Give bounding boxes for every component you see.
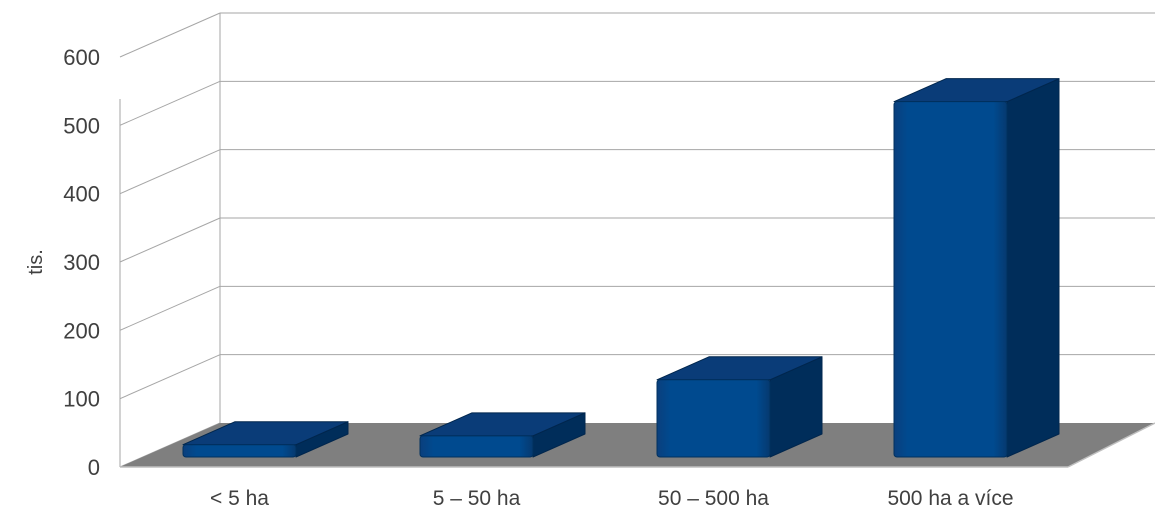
y-axis-label: tis. bbox=[25, 249, 47, 275]
side-gridline bbox=[119, 285, 221, 331]
x-tick-label: < 5 ha bbox=[210, 487, 269, 510]
bar bbox=[656, 356, 823, 458]
y-tick-label: 500 bbox=[63, 113, 100, 138]
x-tick-label: 500 ha a více bbox=[887, 487, 1013, 510]
floor-right-edge bbox=[1067, 422, 1155, 468]
bar-side bbox=[1006, 78, 1060, 458]
side-gridline bbox=[119, 217, 221, 263]
y-tick-label: 400 bbox=[63, 182, 100, 207]
x-tick-label: 5 – 50 ha bbox=[433, 487, 521, 510]
bars bbox=[182, 78, 1060, 458]
bar bbox=[182, 421, 349, 458]
y-tick-label: 200 bbox=[63, 318, 100, 343]
y-tick-label: 100 bbox=[63, 387, 100, 412]
bar-front bbox=[893, 101, 1008, 458]
side-gridline bbox=[119, 149, 221, 195]
bar bbox=[419, 412, 586, 458]
x-tick-labels: < 5 ha 5 – 50 ha 50 – 500 ha 500 ha a více bbox=[210, 487, 1014, 510]
y-tick-label: 300 bbox=[63, 250, 100, 275]
bar bbox=[893, 78, 1060, 458]
y-tick-label: 0 bbox=[88, 455, 100, 480]
x-tick-label: 50 – 500 ha bbox=[658, 487, 769, 510]
bar-front bbox=[182, 444, 297, 458]
side-gridline bbox=[119, 80, 221, 126]
side-gridline bbox=[119, 354, 221, 400]
y-tick-labels: 0 100 200 300 400 500 600 bbox=[63, 45, 100, 480]
bar-front bbox=[656, 379, 771, 458]
bar-front bbox=[419, 435, 534, 458]
side-gridline bbox=[119, 12, 221, 58]
y-tick-label: 600 bbox=[63, 45, 100, 70]
